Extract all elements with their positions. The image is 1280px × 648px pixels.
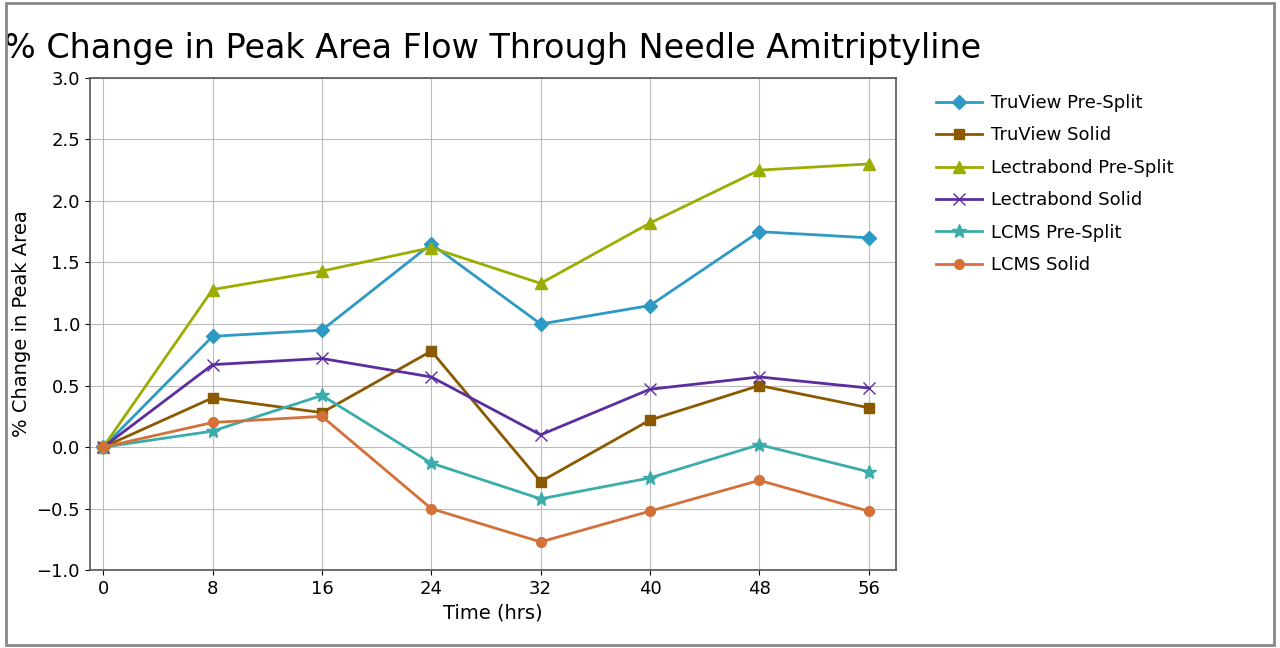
- Line: LCMS Pre-Split: LCMS Pre-Split: [96, 388, 876, 506]
- Y-axis label: % Change in Peak Area: % Change in Peak Area: [12, 211, 31, 437]
- Lectrabond Pre-Split: [424, 244, 439, 251]
- Legend: TruView Pre-Split, TruView Solid, Lectrabond Pre-Split, Lectrabond Solid, LCMS P: TruView Pre-Split, TruView Solid, Lectra…: [929, 87, 1180, 281]
- Lectrabond Solid: [96, 443, 111, 451]
- Lectrabond Pre-Split: [532, 279, 548, 287]
- TruView Pre-Split: [861, 234, 877, 242]
- Lectrabond Solid: [861, 384, 877, 392]
- TruView Solid: [643, 416, 658, 424]
- Lectrabond Solid: [643, 386, 658, 393]
- Lectrabond Solid: [532, 431, 548, 439]
- TruView Solid: [96, 443, 111, 451]
- Lectrabond Pre-Split: [96, 443, 111, 451]
- TruView Pre-Split: [96, 443, 111, 451]
- LCMS Pre-Split: [96, 443, 111, 451]
- TruView Pre-Split: [205, 332, 220, 340]
- LCMS Solid: [424, 505, 439, 513]
- LCMS Pre-Split: [315, 391, 330, 399]
- LCMS Solid: [532, 538, 548, 546]
- LCMS Solid: [205, 419, 220, 426]
- Line: LCMS Solid: LCMS Solid: [99, 411, 873, 547]
- LCMS Solid: [315, 413, 330, 421]
- TruView Solid: [205, 394, 220, 402]
- Lectrabond Pre-Split: [751, 167, 767, 174]
- Lectrabond Pre-Split: [205, 286, 220, 294]
- Lectrabond Solid: [315, 354, 330, 362]
- LCMS Pre-Split: [643, 474, 658, 482]
- TruView Solid: [532, 478, 548, 485]
- LCMS Pre-Split: [205, 427, 220, 435]
- Line: TruView Pre-Split: TruView Pre-Split: [99, 227, 873, 452]
- Line: Lectrabond Pre-Split: Lectrabond Pre-Split: [97, 158, 874, 453]
- TruView Pre-Split: [315, 327, 330, 334]
- TruView Pre-Split: [532, 320, 548, 328]
- LCMS Pre-Split: [861, 468, 877, 476]
- TruView Solid: [751, 382, 767, 389]
- TruView Pre-Split: [643, 302, 658, 310]
- X-axis label: Time (hrs): Time (hrs): [443, 603, 543, 623]
- TruView Solid: [861, 404, 877, 411]
- LCMS Solid: [751, 476, 767, 484]
- Lectrabond Pre-Split: [861, 160, 877, 168]
- Line: TruView Solid: TruView Solid: [99, 346, 873, 487]
- TruView Solid: [424, 347, 439, 355]
- LCMS Pre-Split: [532, 495, 548, 503]
- Lectrabond Pre-Split: [643, 219, 658, 227]
- LCMS Solid: [643, 507, 658, 515]
- LCMS Pre-Split: [424, 459, 439, 467]
- Lectrabond Pre-Split: [315, 267, 330, 275]
- TruView Pre-Split: [751, 228, 767, 236]
- Line: Lectrabond Solid: Lectrabond Solid: [97, 353, 876, 454]
- TruView Pre-Split: [424, 240, 439, 248]
- LCMS Solid: [861, 507, 877, 515]
- LCMS Solid: [96, 443, 111, 451]
- Title: % Change in Peak Area Flow Through Needle Amitriptyline: % Change in Peak Area Flow Through Needl…: [4, 32, 982, 65]
- LCMS Pre-Split: [751, 441, 767, 448]
- Lectrabond Solid: [424, 373, 439, 381]
- TruView Solid: [315, 409, 330, 417]
- Lectrabond Solid: [205, 361, 220, 369]
- Lectrabond Solid: [751, 373, 767, 381]
